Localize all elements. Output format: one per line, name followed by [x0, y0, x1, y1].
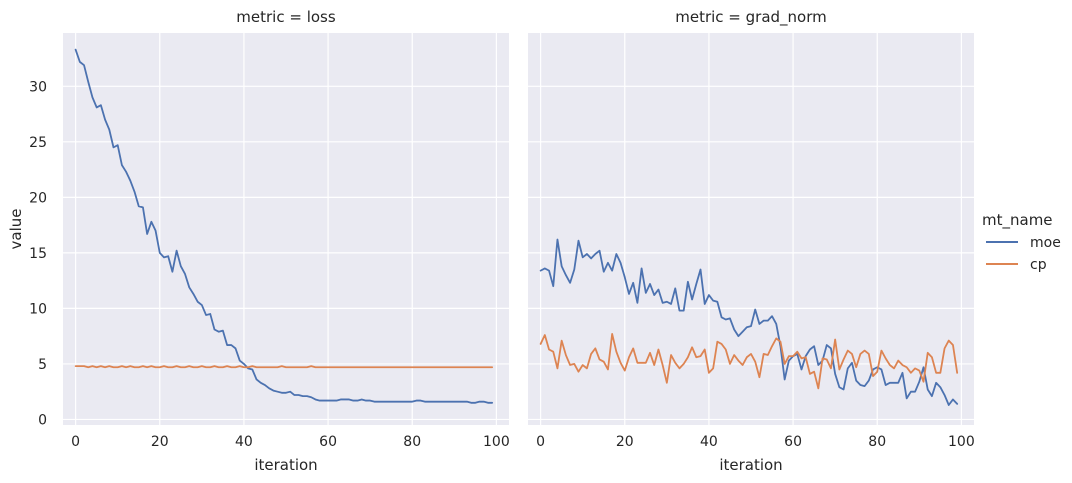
- panel-loss-x-tick-label: 20: [151, 434, 169, 450]
- legend-title: mt_name: [982, 211, 1053, 230]
- panel-grad-norm-x-tick-label: 0: [536, 434, 545, 450]
- y-tick-label: 10: [29, 301, 47, 317]
- panel-loss: 0 20 40 60 80 100 0 5 10 15 20 25 30 metric = loss i…: [29, 8, 510, 474]
- y-tick-label: 5: [38, 357, 47, 373]
- panel-grad-norm-series-moe-line: [539, 238, 959, 406]
- panel-grad-norm-x-axis-title: iteration: [719, 456, 782, 474]
- y-tick-label: 0: [38, 412, 47, 428]
- panel-grad-norm-x-tick-label: 60: [784, 434, 802, 450]
- legend-label-cp: cp: [1030, 257, 1047, 273]
- legend-label-moe: moe: [1030, 235, 1061, 251]
- panel-loss-x-tick-label: 40: [235, 434, 253, 450]
- panel-grad-norm-series-cp-line: [539, 333, 959, 390]
- y-tick-label: 15: [29, 246, 47, 262]
- y-tick-label: 30: [29, 79, 47, 95]
- panel-grad-norm-x-tick-label: 20: [616, 434, 634, 450]
- y-tick-label: 25: [29, 135, 47, 151]
- panel-grad-norm-x-tick-label: 80: [868, 434, 886, 450]
- y-tick-label: 20: [29, 190, 47, 206]
- panel-grad-norm-x-tick-label: 40: [700, 434, 718, 450]
- panel-loss-x-axis-title: iteration: [254, 456, 317, 474]
- panel-loss-x-tick-label: 80: [403, 434, 421, 450]
- panel-grad-norm-title: metric = grad_norm: [675, 8, 827, 27]
- y-axis-title: value: [7, 209, 25, 250]
- legend: mt_name moe cp: [982, 211, 1061, 273]
- panel-loss-title: metric = loss: [236, 8, 336, 26]
- panel-loss-x-tick-label: 60: [319, 434, 337, 450]
- panel-loss-x-tick-label: 100: [483, 434, 510, 450]
- panel-grad-norm: 0 20 40 60 80 100 metric = grad_norm iteratio…: [528, 8, 975, 474]
- panel-loss-series-moe-line: [74, 48, 494, 404]
- panel-grad-norm-background: [528, 33, 974, 425]
- panel-loss-x-tick-label: 0: [71, 434, 80, 450]
- panel-loss-series-cp-line: [74, 365, 494, 369]
- panel-loss-background: [63, 33, 509, 425]
- panel-grad-norm-x-tick-label: 100: [948, 434, 975, 450]
